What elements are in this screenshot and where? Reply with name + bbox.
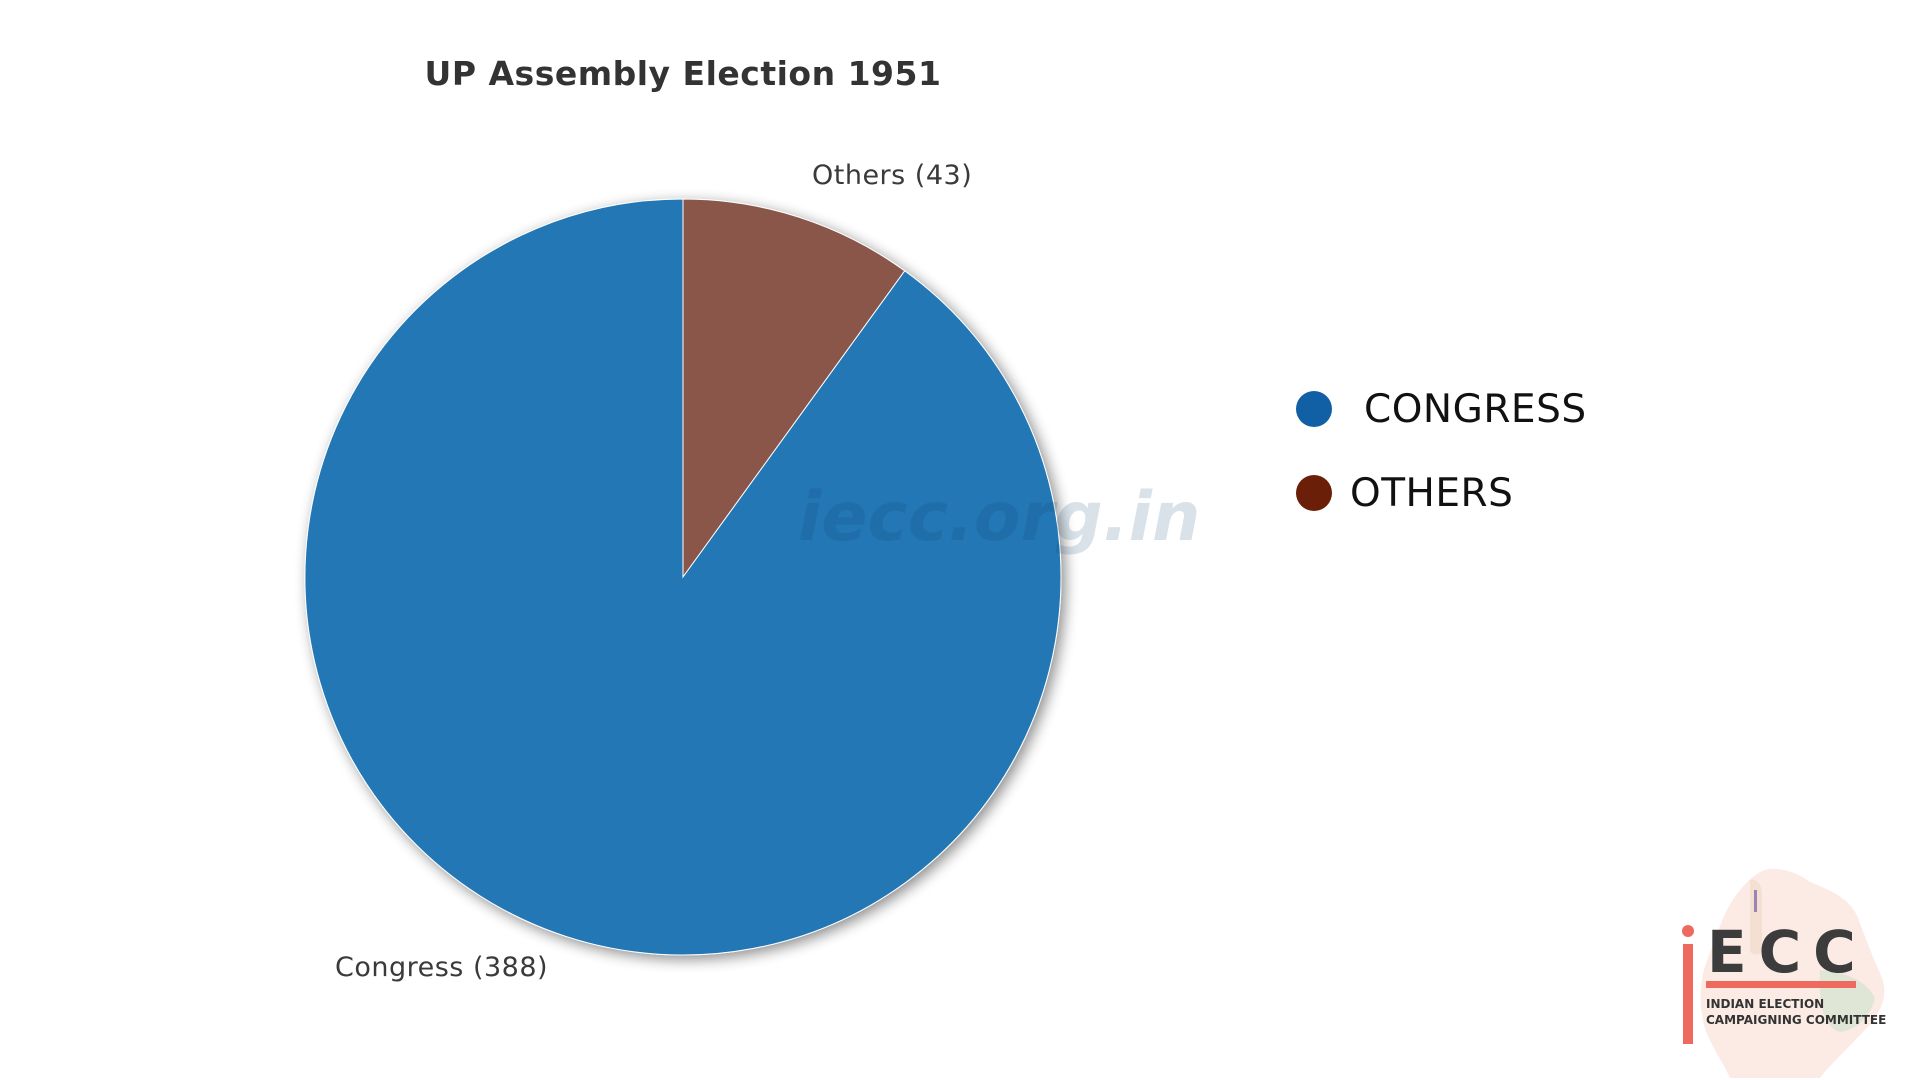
watermark-text: iecc.org.in [798,478,1201,557]
legend-marker-icon [1296,391,1332,427]
chart-legend: CONGRESS OTHERS [1296,380,1587,548]
logo-line2: CAMPAIGNING COMMITTEE [1706,1013,1886,1027]
logo-i-stem [1683,944,1693,1044]
legend-marker-icon [1296,475,1332,511]
legend-label-others: OTHERS [1350,470,1514,516]
legend-item-others[interactable]: OTHERS [1296,464,1587,522]
slice-label-congress: Congress (388) [335,952,549,983]
pie-slice-congress[interactable] [304,198,1062,956]
legend-item-congress[interactable]: CONGRESS [1296,380,1587,438]
logo-finger-shape [1750,879,1762,955]
chart-title: UP Assembly Election 1951 [424,54,942,93]
legend-label-congress: CONGRESS [1364,386,1587,432]
logo-letters: ECC [1707,918,1868,986]
pie-slice-others[interactable] [682,198,906,579]
slice-label-others: Others (43) [812,160,973,191]
logo-line1: INDIAN ELECTION [1706,997,1824,1011]
logo-map-shape [1700,868,1885,1078]
logo-i-dot [1682,925,1694,937]
logo-underline [1706,981,1856,988]
iecc-logo: ECC INDIAN ELECTION CAMPAIGNING COMMITTE… [1682,868,1886,1078]
